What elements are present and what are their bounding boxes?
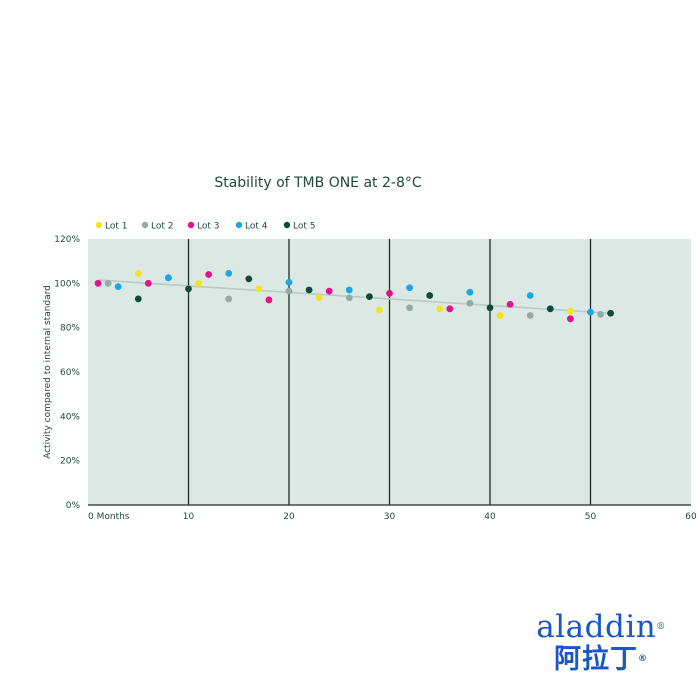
legend-marker-lot-5 xyxy=(283,221,291,229)
point-lot-5 xyxy=(185,285,192,293)
x-tick-label: 0 Months xyxy=(88,512,130,522)
y-tick-label: 60% xyxy=(60,368,80,378)
point-lot-1 xyxy=(436,305,444,313)
legend-marker-lot-3 xyxy=(187,221,195,229)
point-lot-5 xyxy=(366,293,373,301)
y-tick-label: 40% xyxy=(60,412,80,422)
point-lot-5 xyxy=(305,286,313,294)
chart-title: Stability of TMB ONE at 2-8°C xyxy=(214,175,422,191)
point-lot-3 xyxy=(506,300,514,308)
legend-marker-lot-4 xyxy=(235,221,243,229)
point-lot-2 xyxy=(285,287,293,295)
legend-label-lot-5: Lot 5 xyxy=(293,222,315,232)
legend-marker-lot-1 xyxy=(95,221,103,229)
x-tick-label: 60 xyxy=(685,512,697,522)
point-lot-2 xyxy=(597,310,604,318)
point-lot-5 xyxy=(486,304,494,312)
point-lot-3 xyxy=(144,279,152,287)
x-tick-label: 50 xyxy=(585,512,597,522)
point-lot-3 xyxy=(325,287,333,295)
legend: Lot 1 Lot 2 Lot 3 Lot 4 Lot 5 xyxy=(95,221,315,232)
point-lot-3 xyxy=(205,271,213,278)
aladdin-logo: aladdin® 阿拉丁® xyxy=(526,610,676,682)
plot-area: 0% 20% 40% 60% 80% 100% 120% 0 Months 10 20 30 40 50… xyxy=(54,235,697,522)
legend-label-lot-4: Lot 4 xyxy=(245,222,268,232)
y-tick-label: 0% xyxy=(66,501,81,511)
point-lot-4 xyxy=(406,284,413,292)
point-lot-1 xyxy=(496,312,504,319)
point-lot-5 xyxy=(426,292,434,299)
logo-latin-text: aladdin® xyxy=(536,609,666,645)
point-lot-4 xyxy=(285,278,293,286)
point-lot-2 xyxy=(526,312,534,319)
point-lot-1 xyxy=(315,294,323,302)
point-lot-2 xyxy=(104,279,112,287)
point-lot-4 xyxy=(165,274,172,282)
point-lot-3 xyxy=(386,289,393,297)
y-tick-label: 80% xyxy=(60,324,80,334)
x-tick-label: 30 xyxy=(384,512,396,522)
trendline xyxy=(97,279,611,315)
legend-label-lot-1: Lot 1 xyxy=(105,222,127,232)
point-lot-3 xyxy=(446,305,454,313)
legend-marker-lot-2 xyxy=(141,221,149,229)
point-lot-4 xyxy=(526,292,534,299)
point-lot-1 xyxy=(134,269,142,277)
point-lot-5 xyxy=(134,295,142,303)
y-tick-label: 100% xyxy=(54,279,80,289)
legend-label-lot-3: Lot 3 xyxy=(197,222,219,232)
x-tick-label: 20 xyxy=(283,512,295,522)
point-lot-5 xyxy=(607,309,614,317)
point-lot-1 xyxy=(255,285,263,293)
point-lot-1 xyxy=(195,279,202,287)
point-lot-4 xyxy=(225,269,233,277)
point-lot-2 xyxy=(225,295,233,303)
point-lot-4 xyxy=(587,308,594,316)
point-lot-3 xyxy=(94,279,102,287)
x-tick-label: 40 xyxy=(484,512,496,522)
point-lot-2 xyxy=(406,304,413,312)
point-lot-1 xyxy=(376,306,383,314)
legend-label-lot-2: Lot 2 xyxy=(151,222,173,232)
point-lot-3 xyxy=(567,315,574,323)
point-lot-5 xyxy=(546,305,554,313)
point-lot-4 xyxy=(466,288,474,296)
y-axis-label: Activity compared to internal standard xyxy=(43,285,53,459)
point-lot-1 xyxy=(567,307,574,315)
point-lot-4 xyxy=(345,286,353,294)
point-lot-2 xyxy=(345,294,353,302)
point-lot-3 xyxy=(265,296,273,304)
logo-chinese-text: 阿拉丁® xyxy=(554,644,648,675)
y-tick-label: 120% xyxy=(54,235,80,245)
y-tick-label: 20% xyxy=(60,457,80,467)
x-tick-label: 10 xyxy=(183,512,195,522)
point-lot-4 xyxy=(114,283,122,291)
point-lot-5 xyxy=(245,275,253,283)
point-lot-2 xyxy=(466,299,474,307)
